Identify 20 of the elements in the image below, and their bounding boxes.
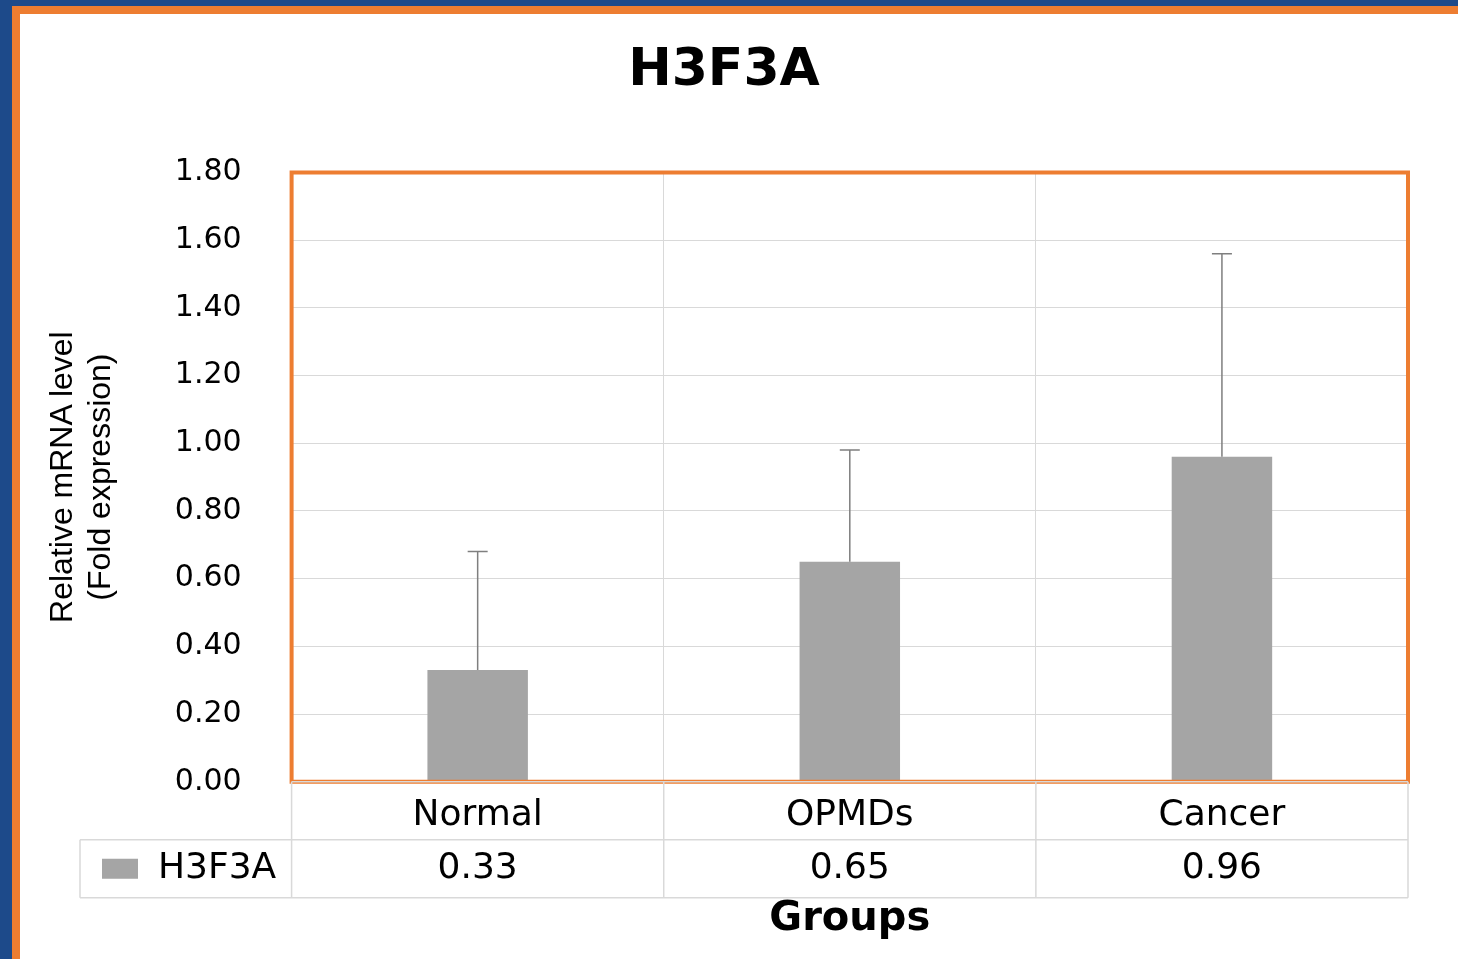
y-tick-label: 1.20	[174, 355, 242, 391]
data-label: 0.65	[809, 845, 890, 887]
y-tick-label: 0.80	[174, 490, 242, 526]
data-label: 0.33	[437, 845, 518, 887]
x-tick-label: OPMDs	[786, 791, 914, 833]
legend-label: H3F3A	[158, 845, 277, 887]
x-tick-label: Cancer	[1158, 791, 1286, 833]
y-tick-label: 1.60	[174, 219, 242, 255]
y-tick-label: 0.20	[174, 693, 242, 729]
y-tick-label: 1.00	[174, 423, 242, 459]
y-tick-label: 1.80	[174, 152, 242, 188]
y-axis-title: Relative mRNA level (Fold expression)	[43, 331, 118, 623]
x-axis-title: Groups	[769, 893, 931, 940]
y-tick-label: 0.40	[174, 626, 242, 662]
chart-title: H3F3A	[628, 36, 820, 97]
y-tick-label: 0.60	[174, 558, 242, 594]
data-label: 0.96	[1181, 845, 1263, 887]
x-tick-label: Normal	[412, 791, 543, 833]
y-tick-label: 0.00	[174, 761, 242, 797]
y-tick-label: 1.40	[174, 287, 242, 323]
